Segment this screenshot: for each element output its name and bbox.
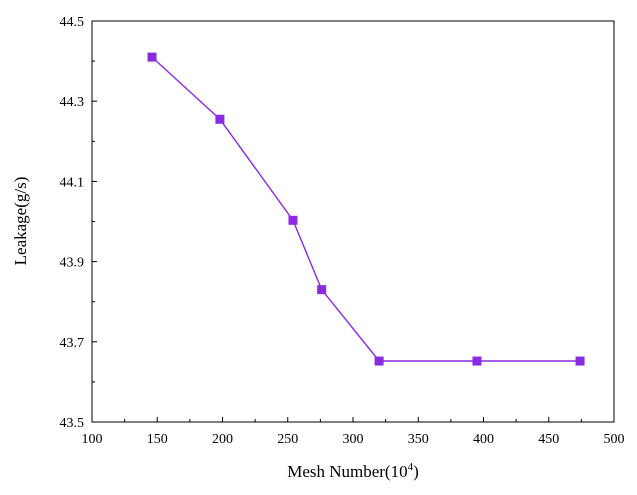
- x-tick-label: 350: [408, 432, 429, 447]
- x-axis-title: Mesh Number(104): [287, 461, 419, 481]
- data-point-marker: [374, 356, 384, 366]
- data-point-marker: [317, 285, 327, 295]
- plot-frame: [91, 20, 615, 423]
- y-tick-label: 44.3: [60, 95, 85, 110]
- y-axis-title: Leakage(g/s): [11, 177, 30, 266]
- y-tick-label: 44.5: [60, 15, 85, 30]
- x-axis: 100 150 200 250 300 350 400 450 500: [82, 417, 625, 447]
- y-tick-label: 44.1: [60, 175, 85, 190]
- x-tick-label: 450: [538, 432, 559, 447]
- x-axis-title-main: Mesh Number(10: [287, 462, 407, 481]
- data-point-marker: [575, 356, 585, 366]
- y-tick-label: 43.9: [60, 256, 85, 271]
- data-point-marker: [288, 215, 298, 225]
- x-tick-label: 100: [82, 432, 103, 447]
- x-tick-label: 250: [277, 432, 298, 447]
- x-axis-title-superscript: 4: [408, 461, 414, 473]
- y-tick-label: 43.7: [60, 336, 85, 351]
- data-point-marker: [215, 114, 225, 124]
- data-point-marker: [147, 52, 157, 62]
- x-axis-title-end: ): [413, 462, 419, 481]
- x-tick-label: 150: [147, 432, 168, 447]
- y-axis: 43.5 43.7 43.9 44.1 44.3 44.5: [60, 15, 97, 431]
- x-tick-label: 200: [212, 432, 233, 447]
- data-point-marker: [472, 356, 482, 366]
- series-layer: [147, 52, 585, 366]
- x-tick-label: 500: [604, 432, 625, 447]
- y-tick-label: 43.5: [60, 416, 85, 431]
- x-tick-label: 300: [343, 432, 364, 447]
- x-tick-label: 400: [473, 432, 494, 447]
- series-line: [151, 56, 581, 362]
